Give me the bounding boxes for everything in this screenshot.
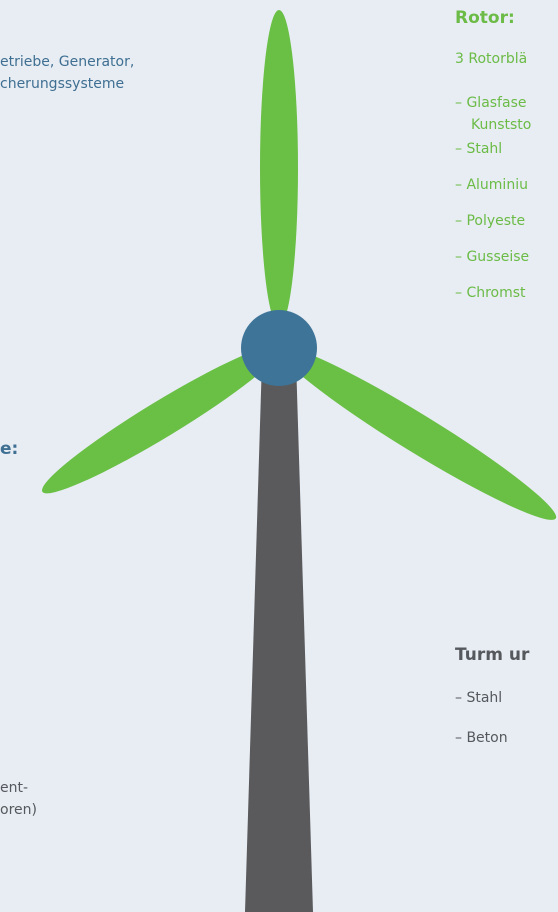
rotor-line: Kunststo (471, 117, 531, 133)
left-bottom-line: oren) (0, 802, 37, 818)
left-top-line: cherungssysteme (0, 76, 124, 92)
rotor-heading: Rotor: (455, 8, 515, 28)
rotor-line: 3 Rotorblä (455, 51, 527, 67)
left-bottom-line: ent- (0, 780, 28, 796)
blade-up (260, 10, 298, 326)
page: etriebe, Generator, cherungssysteme e: ent-… (0, 0, 558, 912)
rotor-line: – Polyeste (455, 213, 525, 229)
hub (241, 310, 317, 386)
left-middle-heading: e: (0, 439, 18, 459)
tower-line: – Stahl (455, 690, 502, 706)
tower-line: – Beton (455, 730, 508, 746)
tower-heading: Turm ur (455, 645, 530, 665)
rotor-line: – Gusseise (455, 249, 529, 265)
infographic: etriebe, Generator, cherungssysteme e: ent-… (0, 0, 558, 912)
rotor-line: – Stahl (455, 141, 502, 157)
rotor-line: – Aluminiu (455, 177, 528, 193)
rotor-line: – Glasfase (455, 95, 526, 111)
left-top-line: etriebe, Generator, (0, 54, 134, 70)
rotor-line: – Chromst (455, 285, 526, 301)
